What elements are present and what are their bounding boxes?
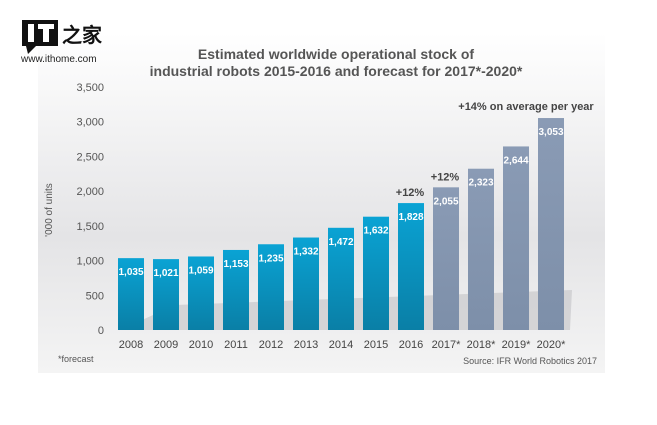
x-tick-label: 2016 (399, 339, 423, 351)
bar-2012 (258, 244, 284, 330)
footnote: *forecast (58, 354, 94, 364)
bar-value-label: 1,059 (188, 265, 213, 276)
growth-annotation: +12% (431, 171, 460, 183)
y-tick-label: 3,500 (76, 82, 104, 94)
bar-value-label: 1,021 (153, 268, 178, 279)
y-tick-label: 2,000 (76, 186, 104, 198)
bar-2015 (363, 216, 389, 330)
bar-2010 (188, 256, 214, 330)
x-tick-label: 2013 (294, 339, 318, 351)
bar-2011 (223, 249, 249, 330)
y-tick-label: 1,000 (76, 256, 104, 268)
x-tick-label: 2017* (432, 339, 461, 351)
x-tick-label: 2010 (189, 339, 213, 351)
x-tick-label: 2011 (224, 339, 248, 351)
y-tick-label: 1,500 (76, 221, 104, 233)
bar-value-label: 1,235 (258, 253, 283, 264)
bar-value-label: 1,332 (293, 247, 318, 258)
x-tick-label: 2012 (259, 339, 283, 351)
bar-value-label: 3,053 (538, 127, 563, 138)
bar-2017 (433, 187, 459, 330)
y-tick-label: 2,500 (76, 151, 104, 163)
growth-annotation: +14% on average per year (458, 101, 594, 113)
bar-value-label: 1,035 (118, 267, 143, 278)
ithome-logo: 之家 www.ithome.com (20, 20, 103, 65)
y-axis-label: '000 of units (44, 183, 55, 237)
x-tick-label: 2008 (119, 339, 143, 351)
bar-2014 (328, 227, 354, 330)
chart-title-line-2: industrial robots 2015-2016 and forecast… (150, 63, 523, 79)
x-tick-label: 2019* (502, 339, 531, 351)
bar-value-label: 2,323 (468, 178, 493, 189)
bar-2019 (503, 146, 529, 330)
growth-annotation: +12% (396, 187, 425, 199)
bar-2008 (118, 258, 144, 330)
bar-2016 (398, 203, 424, 330)
logo-url: www.ithome.com (20, 54, 97, 65)
bar-value-label: 2,644 (503, 155, 528, 166)
source-note: Source: IFR World Robotics 2017 (463, 356, 597, 366)
bar-value-label: 1,153 (223, 259, 248, 270)
bar-2013 (293, 237, 319, 330)
x-tick-label: 2018* (467, 339, 496, 351)
bar-2020 (538, 118, 564, 330)
svg-text:之家: 之家 (62, 23, 103, 47)
x-tick-label: 2015 (364, 339, 388, 351)
bar-value-label: 1,632 (363, 226, 388, 237)
y-tick-label: 3,000 (76, 117, 104, 129)
bar-value-label: 1,828 (398, 212, 423, 223)
bar-value-label: 2,055 (433, 196, 458, 207)
bar-value-label: 1,472 (328, 237, 353, 248)
chart-title-line-1: Estimated worldwide operational stock of (198, 46, 474, 62)
bar-2018 (468, 168, 494, 330)
bar-2009 (153, 259, 179, 330)
x-tick-label: 2020* (537, 339, 566, 351)
x-tick-label: 2014 (329, 339, 353, 351)
x-tick-label: 2009 (154, 339, 178, 351)
y-tick-label: 0 (98, 325, 104, 337)
y-tick-label: 500 (86, 290, 104, 302)
